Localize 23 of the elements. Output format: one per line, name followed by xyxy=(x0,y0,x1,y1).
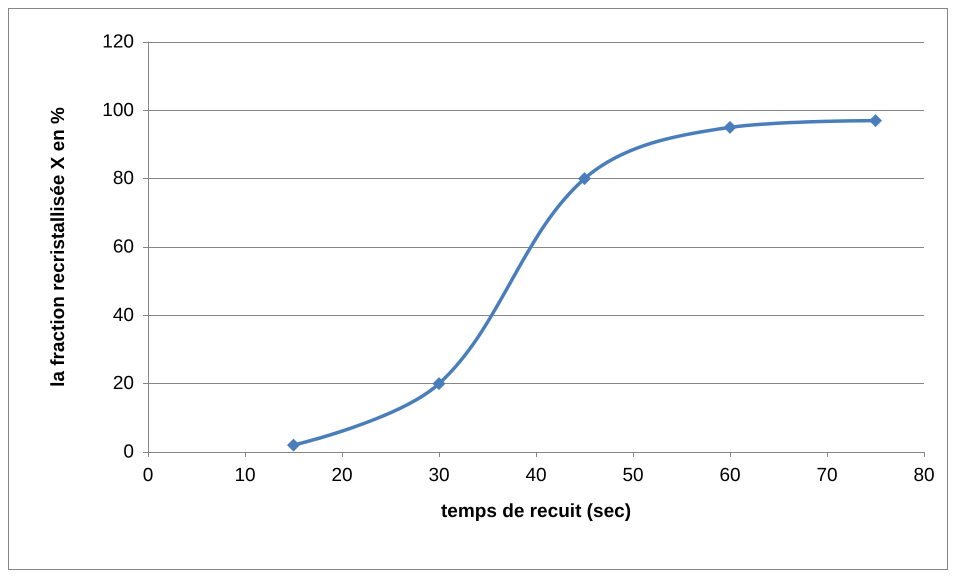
y-tick-label: 0 xyxy=(123,442,134,462)
y-tick-label: 60 xyxy=(112,236,134,258)
point xyxy=(287,438,300,452)
x-tick-label: 50 xyxy=(622,465,644,486)
point xyxy=(578,172,591,186)
x-tick-label: 20 xyxy=(331,465,353,486)
point xyxy=(869,114,882,128)
x-tick-label: 80 xyxy=(913,465,935,486)
y-tick-label: 20 xyxy=(112,373,134,394)
y-axis-title: la fraction recristallisée X en % xyxy=(48,106,69,387)
y-tick-label: 100 xyxy=(102,100,134,121)
x-tick-label: 0 xyxy=(142,465,154,486)
x-tick-label: 30 xyxy=(428,465,450,486)
point xyxy=(432,377,446,390)
x-tick-label: 10 xyxy=(234,465,256,486)
y-tick-label: 40 xyxy=(112,304,134,326)
point xyxy=(724,120,736,134)
y-tick-label: 80 xyxy=(112,168,134,190)
x-tick-label: 40 xyxy=(525,465,547,486)
x-axis-title: temps de recuit (sec) xyxy=(440,501,632,522)
y-tick-label: 120 xyxy=(102,32,134,52)
x-tick-label: 60 xyxy=(719,465,741,486)
x-tick-label: 70 xyxy=(816,465,838,486)
